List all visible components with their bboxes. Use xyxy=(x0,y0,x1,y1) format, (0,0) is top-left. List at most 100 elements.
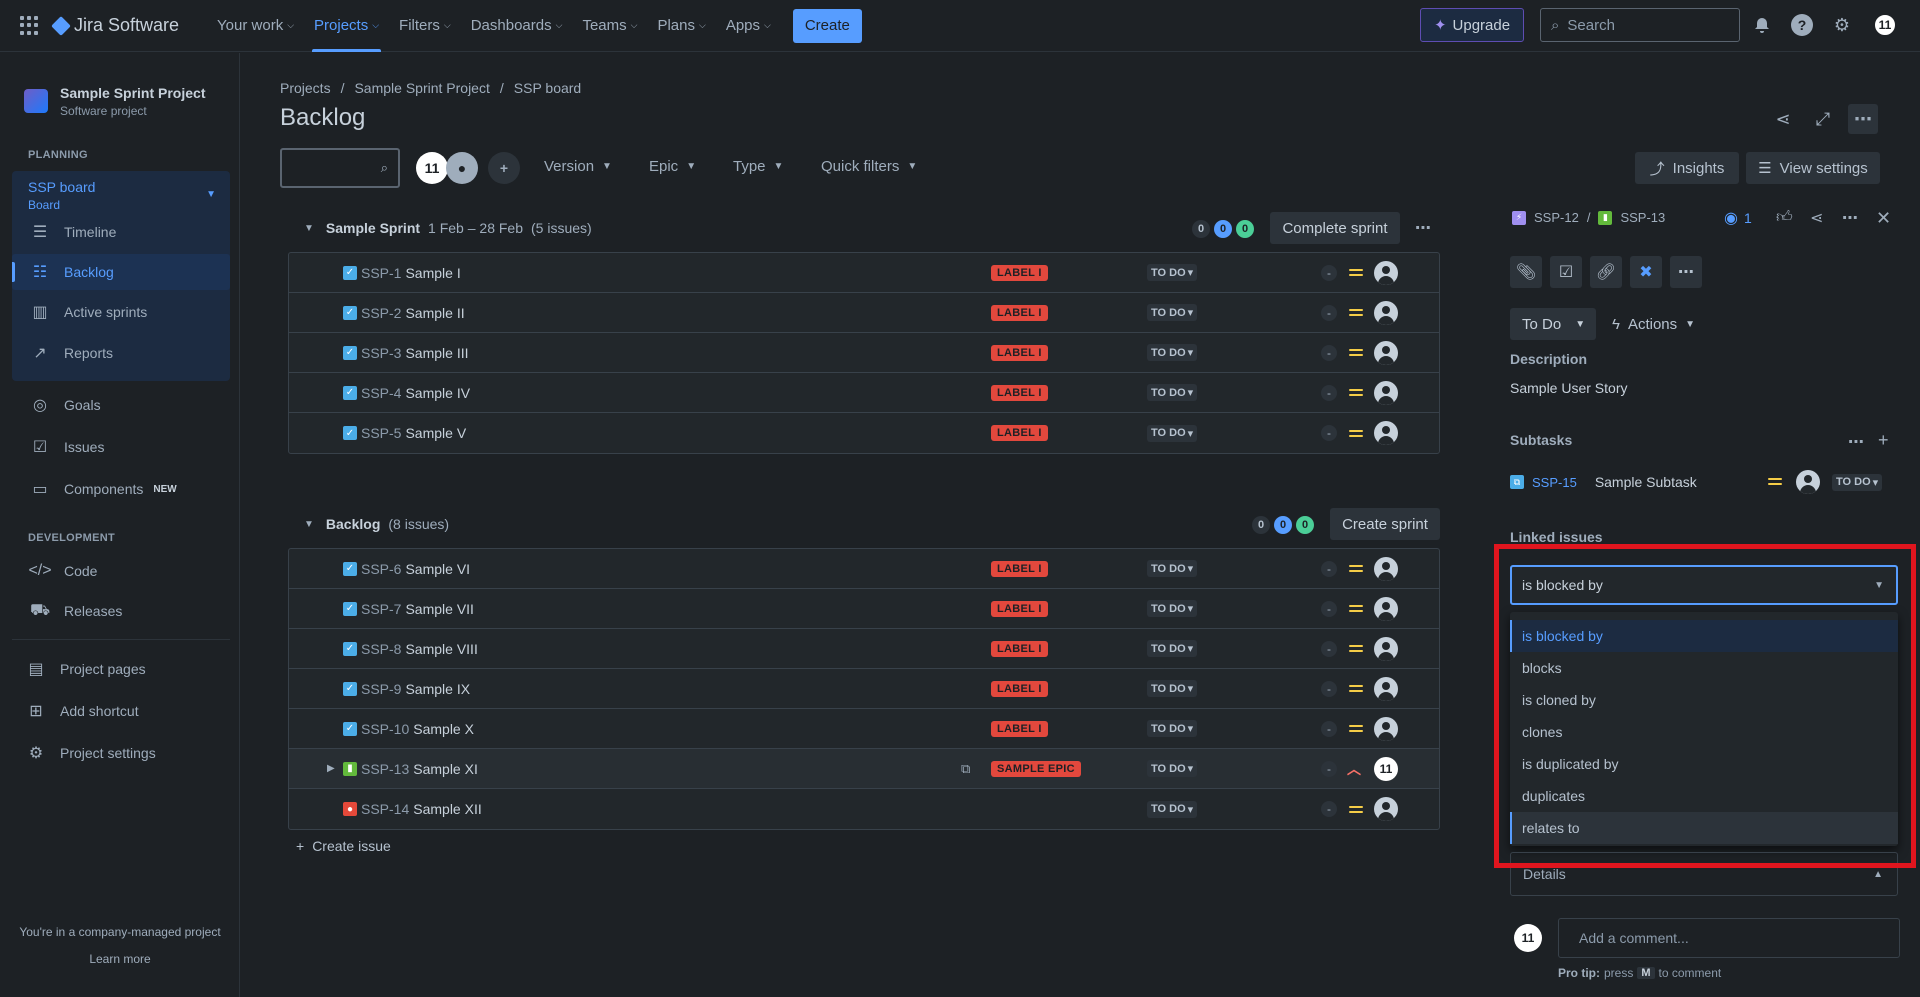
status-dropdown[interactable]: TO DO ▾ xyxy=(1147,424,1198,442)
table-row[interactable]: ✓ SSP-4 Sample IV LABEL I TO DO ▾ - xyxy=(289,373,1439,413)
epic-filter[interactable]: Epic ▼ xyxy=(649,158,697,175)
unassigned-avatar[interactable] xyxy=(1374,380,1398,405)
table-row[interactable]: ✓ SSP-1 Sample I LABEL I TO DO ▾ - xyxy=(289,253,1439,293)
jira-logo[interactable]: Jira Software xyxy=(51,15,179,36)
status-dropdown[interactable]: TO DO ▾ xyxy=(1147,600,1198,617)
estimate-badge[interactable]: - xyxy=(1321,264,1337,281)
subtask-status-dropdown[interactable]: TO DO ▾ xyxy=(1832,473,1883,491)
unassigned-avatar[interactable] xyxy=(1374,421,1398,445)
unassigned-avatar[interactable] xyxy=(1374,556,1398,581)
estimate-badge[interactable]: - xyxy=(1321,680,1337,697)
unassigned-filter-avatar[interactable]: ● xyxy=(446,152,478,184)
comment-input[interactable]: Add a comment... xyxy=(1558,918,1900,958)
breadcrumb-board[interactable]: SSP board xyxy=(513,80,582,96)
unassigned-avatar[interactable] xyxy=(1374,596,1398,621)
status-dropdown[interactable]: TO DO ▾ xyxy=(1147,640,1198,657)
table-row[interactable]: ✓ SSP-9 Sample IX LABEL I TO DO ▾ - xyxy=(289,669,1439,709)
sidebar-item-issues[interactable]: ☑ Issues xyxy=(12,429,230,465)
watch-button[interactable]: ◉ 1 xyxy=(1724,210,1752,227)
table-row-selected[interactable]: ▶ ▮ SSP-13 Sample XI ⧉ SAMPLE EPIC TO DO ▾… xyxy=(289,749,1439,789)
estimate-badge[interactable]: - xyxy=(1321,384,1337,401)
subtasks-more-icon[interactable]: ⋯ xyxy=(1848,434,1864,451)
chevron-right-icon[interactable]: ▶ xyxy=(327,763,335,774)
nav-filters[interactable]: Filters ⌵ xyxy=(399,17,451,34)
sidebar-item-components[interactable]: ▭ Components NEW xyxy=(12,471,230,507)
estimate-badge[interactable]: - xyxy=(1321,760,1337,777)
table-row[interactable]: ✓ SSP-8 Sample VIII LABEL I TO DO ▾ - xyxy=(289,629,1439,669)
status-dropdown[interactable]: TO DO ▾ xyxy=(1147,304,1198,321)
nav-plans[interactable]: Plans ⌵ xyxy=(657,17,706,34)
sidebar-item-code[interactable]: </> Code xyxy=(28,562,98,579)
create-issue-button[interactable]: + Create issue xyxy=(296,838,391,854)
estimate-badge[interactable]: - xyxy=(1321,640,1337,657)
link-issue-icon[interactable]: 🔗︎ xyxy=(1590,256,1622,288)
unassigned-avatar[interactable] xyxy=(1796,470,1820,494)
option-blocks[interactable]: blocks xyxy=(1522,660,1562,676)
status-dropdown[interactable]: TO DO ▾ xyxy=(1147,680,1198,697)
nav-teams[interactable]: Teams ⌵ xyxy=(582,17,638,34)
estimate-badge[interactable]: - xyxy=(1321,801,1337,817)
unassigned-avatar[interactable] xyxy=(1374,676,1398,701)
sidebar-item-timeline[interactable]: ☰ Timeline xyxy=(12,214,230,250)
assignee-avatar[interactable]: 11 xyxy=(1374,756,1398,781)
nav-your-work[interactable]: Your work ⌵ xyxy=(217,17,295,34)
create-sprint-button[interactable]: Create sprint xyxy=(1330,508,1440,540)
parent-issue-link[interactable]: SSP-12 xyxy=(1534,210,1579,225)
unassigned-avatar[interactable] xyxy=(1374,636,1398,661)
table-row[interactable]: ✓ SSP-5 Sample V LABEL I TO DO ▾ - xyxy=(289,413,1439,453)
estimate-badge[interactable]: - xyxy=(1321,425,1337,441)
status-dropdown[interactable]: TO DO ▾ xyxy=(1147,264,1198,281)
version-filter[interactable]: Version ▼ xyxy=(544,158,612,175)
quick-filters[interactable]: Quick filters ▼ xyxy=(821,158,918,175)
estimate-badge[interactable]: - xyxy=(1321,304,1337,321)
unassigned-avatar[interactable] xyxy=(1374,300,1398,325)
share-icon[interactable]: ⋖ xyxy=(1775,108,1791,129)
expand-icon[interactable]: ⤢ xyxy=(1815,108,1831,129)
assignee-filter-avatar[interactable]: 11 xyxy=(416,152,448,184)
status-dropdown[interactable]: TO DO ▾ xyxy=(1147,720,1198,737)
unassigned-avatar[interactable] xyxy=(1374,340,1398,365)
link-type-select[interactable]: is blocked by ▼ xyxy=(1510,565,1898,605)
user-avatar[interactable]: 11 xyxy=(1873,13,1897,37)
status-dropdown[interactable]: TO DO ▾ xyxy=(1147,560,1198,577)
add-subtask-plus-icon[interactable]: + xyxy=(1878,430,1889,450)
add-people-icon[interactable]: + xyxy=(488,152,520,184)
project-header[interactable]: Sample Sprint Project Software project xyxy=(24,85,205,118)
nav-projects[interactable]: Projects ⌵ xyxy=(304,0,389,52)
status-dropdown[interactable]: TO DO ▾ xyxy=(1147,384,1198,401)
nav-dashboards[interactable]: Dashboards ⌵ xyxy=(470,17,563,34)
description-text[interactable]: Sample User Story xyxy=(1510,380,1628,396)
backlog-search-input[interactable]: ⌕ xyxy=(280,148,400,188)
close-icon[interactable]: ✕ xyxy=(1876,208,1892,228)
board-selector[interactable]: SSP board Board xyxy=(28,179,96,212)
unassigned-avatar[interactable] xyxy=(1374,260,1398,285)
more-options-icon[interactable]: ⋯ xyxy=(1842,210,1858,227)
nav-apps[interactable]: Apps ⌵ xyxy=(725,17,771,34)
sidebar-item-project-settings[interactable]: ⚙ Project settings xyxy=(12,735,230,771)
table-row[interactable]: ✓ SSP-10 Sample X LABEL I TO DO ▾ - xyxy=(289,709,1439,749)
actions-dropdown[interactable]: ϟ Actions ▼ xyxy=(1612,315,1696,333)
option-duplicates[interactable]: duplicates xyxy=(1522,788,1586,804)
table-row[interactable]: ✓ SSP-2 Sample II LABEL I TO DO ▾ - xyxy=(289,293,1439,333)
option-is-duplicated-by[interactable]: is duplicated by xyxy=(1522,756,1619,772)
sidebar-item-reports[interactable]: ↗ Reports xyxy=(12,335,230,371)
app-switcher-icon[interactable] xyxy=(20,15,40,36)
estimate-badge[interactable]: - xyxy=(1321,720,1337,737)
search-input[interactable]: ⌕ Search xyxy=(1540,8,1740,42)
option-is-blocked-by[interactable]: is blocked by xyxy=(1510,620,1898,652)
estimate-badge[interactable]: - xyxy=(1321,600,1337,617)
unassigned-avatar[interactable] xyxy=(1374,716,1398,741)
sidebar-item-active-sprints[interactable]: ▥ Active sprints xyxy=(12,294,230,330)
sidebar-item-backlog[interactable]: ☷ Backlog xyxy=(12,254,230,290)
sprint-more-icon[interactable]: ⋯ xyxy=(1415,220,1431,237)
table-row[interactable]: ✓ SSP-7 Sample VII LABEL I TO DO ▾ - xyxy=(289,589,1439,629)
more-options-icon[interactable]: ⋯ xyxy=(1848,104,1878,134)
option-relates-to[interactable]: relates to xyxy=(1510,812,1898,844)
sidebar-item-add-shortcut[interactable]: ⊞ Add shortcut xyxy=(12,693,230,729)
create-button[interactable]: Create xyxy=(792,8,862,43)
help-icon[interactable]: ? xyxy=(1791,14,1813,36)
estimate-badge[interactable]: - xyxy=(1321,344,1337,361)
more-actions-icon[interactable]: ⋯ xyxy=(1670,256,1702,288)
learn-more-link[interactable]: Learn more xyxy=(89,952,151,966)
backlog-header[interactable]: ▼ Backlog (8 issues) xyxy=(304,516,450,532)
